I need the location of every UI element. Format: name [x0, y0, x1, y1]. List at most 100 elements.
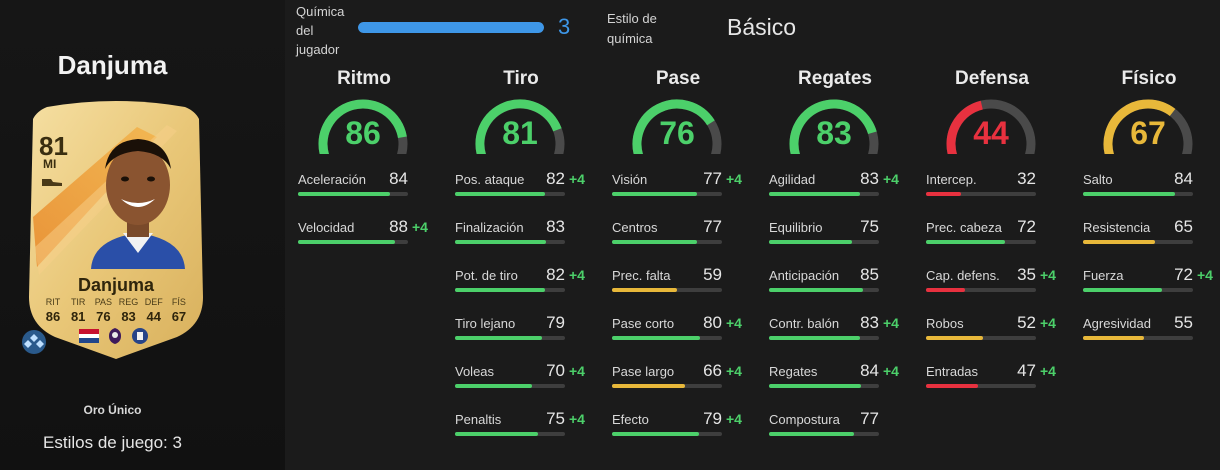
card-stat-label: DEF — [144, 297, 163, 307]
attribute-name: Regates — [769, 364, 818, 379]
chemistry-style-value[interactable]: Básico — [727, 14, 797, 40]
attribute-bar — [769, 384, 879, 388]
attribute-bar-fill — [926, 192, 962, 196]
attribute-value: 83 — [860, 169, 879, 188]
attribute-value: 82 — [546, 169, 565, 188]
attribute-row: Compostura 77 — [769, 409, 909, 442]
card-stat: RIT 86 — [41, 297, 65, 324]
attribute-value: 84 — [389, 169, 408, 188]
column-title: Defensa — [955, 68, 1029, 89]
attribute-boost: +4 — [412, 219, 428, 235]
attribute-bar — [455, 384, 565, 388]
attribute-bar-fill — [455, 288, 546, 292]
attribute-bar-fill — [612, 336, 700, 340]
attribute-row: Pase corto 80 +4 — [612, 313, 752, 346]
gauge-fill — [475, 99, 562, 154]
playstyles-count[interactable]: Estilos de juego: 3 — [43, 433, 182, 452]
rating-gauge — [475, 99, 565, 154]
attribute-bar-fill — [612, 432, 699, 436]
attribute-name: Intercep. — [926, 172, 977, 187]
attribute-value: 55 — [1174, 313, 1193, 332]
label-line: del — [296, 23, 314, 38]
gauge-fill — [632, 99, 715, 154]
card-stat-label: REG — [118, 297, 139, 307]
attribute-row: Equilibrio 75 — [769, 217, 909, 250]
attribute-bar-fill — [612, 192, 697, 196]
label-line: química — [607, 31, 653, 46]
attribute-name: Pot. de tiro — [455, 268, 518, 283]
attribute-name: Compostura — [769, 412, 840, 427]
column-title: Ritmo — [337, 68, 391, 89]
card-player-name: Danjuma — [77, 275, 155, 295]
attribute-boost: +4 — [569, 411, 585, 427]
attribute-row: Voleas 70 +4 — [455, 361, 595, 394]
player-chemistry-label: Química del jugador — [296, 2, 344, 59]
attribute-name: Salto — [1083, 172, 1113, 187]
attribute-bar-fill — [455, 432, 538, 436]
attribute-row: Salto 84 — [1083, 169, 1220, 202]
chemistry-style-label: Estilo de química — [607, 9, 657, 49]
card-stat-label: RIT — [45, 297, 61, 307]
attribute-row: Cap. defens. 35 +4 — [926, 265, 1066, 298]
attribute-bar — [1083, 240, 1193, 244]
attribute-name: Tiro lejano — [455, 316, 516, 331]
attribute-bar — [1083, 192, 1193, 196]
category-rating: 76 — [659, 115, 695, 151]
club-crest-icon — [132, 328, 148, 344]
attribute-value: 77 — [703, 217, 722, 236]
card-stat-value: 83 — [121, 309, 136, 324]
attribute-name: Efecto — [612, 412, 649, 427]
attribute-value: 88 — [389, 217, 408, 236]
attribute-row: Penaltis 75 +4 — [455, 409, 595, 442]
attribute-name: Resistencia — [1083, 220, 1151, 235]
attribute-value: 83 — [860, 313, 879, 332]
column-title: Pase — [655, 68, 701, 89]
attribute-name: Aceleración — [298, 172, 366, 187]
chemistry-bar-fill — [358, 22, 544, 33]
attribute-bar-fill — [926, 336, 984, 340]
attribute-bar-fill — [769, 384, 862, 388]
attribute-row: Robos 52 +4 — [926, 313, 1066, 346]
attribute-value: 72 — [1174, 265, 1193, 284]
attribute-row: Visión 77 +4 — [612, 169, 752, 202]
attribute-bar — [926, 336, 1036, 340]
attribute-bar-fill — [769, 240, 852, 244]
card-stats: RIT 86 TIR 81 PAS 76 REG 83 DEF 44 FÍS 67 — [41, 297, 191, 324]
attribute-value: 84 — [860, 361, 879, 380]
attribute-value: 35 — [1017, 265, 1036, 284]
attribute-name: Pase largo — [612, 364, 675, 379]
card-stat-value: 76 — [96, 309, 111, 324]
chemistry-style-icon[interactable] — [21, 329, 47, 355]
gauge-fill — [1103, 99, 1176, 154]
player-card[interactable]: 81 MI Danjuma RIT 86 TIR 81 PAS 76 REG 83 DE… — [27, 97, 205, 359]
attribute-row: Pase largo 66 +4 — [612, 361, 752, 394]
card-stat: PAS 76 — [91, 297, 115, 324]
attribute-bar — [455, 192, 565, 196]
attribute-bar — [612, 336, 722, 340]
attribute-name: Entradas — [926, 364, 979, 379]
attribute-name: Pase corto — [612, 316, 675, 331]
attribute-value: 70 — [546, 361, 565, 380]
player-panel: Danjuma 81 MI — [0, 0, 285, 470]
column-title: Regates — [798, 68, 872, 89]
attribute-boost: +4 — [726, 363, 742, 379]
attribute-name: Anticipación — [769, 268, 840, 283]
card-position: MI — [43, 157, 57, 171]
category-rating: 86 — [345, 115, 381, 151]
attribute-row: Entradas 47 +4 — [926, 361, 1066, 394]
attribute-bar — [455, 432, 565, 436]
attribute-row: Centros 77 — [612, 217, 752, 250]
attribute-boost: +4 — [883, 315, 899, 331]
attribute-bar-fill — [926, 384, 978, 388]
attribute-bar — [298, 240, 408, 244]
attribute-boost: +4 — [883, 363, 899, 379]
card-stat-value: 67 — [171, 309, 187, 324]
attribute-name: Agilidad — [769, 172, 816, 187]
attribute-value: 75 — [860, 217, 879, 236]
card-stat-value: 44 — [146, 309, 161, 324]
attribute-bar-fill — [1083, 192, 1176, 196]
attribute-bar-fill — [926, 240, 1006, 244]
rating-gauge — [1103, 99, 1193, 154]
attribute-name: Centros — [612, 220, 658, 235]
attribute-bar-fill — [1083, 336, 1144, 340]
